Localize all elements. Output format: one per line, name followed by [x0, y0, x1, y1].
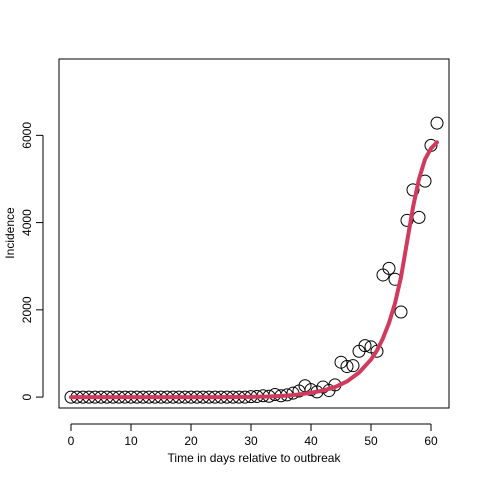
data-point: [382, 261, 396, 275]
x-tick-label: 0: [68, 434, 75, 448]
y-tick-label: 4000: [20, 209, 34, 236]
observed-points: [64, 116, 444, 404]
fitted-curve: [69, 140, 439, 400]
data-point: [412, 210, 426, 224]
y-tick-label: 0: [20, 393, 34, 400]
x-tick-label: 60: [424, 434, 438, 448]
x-axis: 0 10 20 30 40 50 60: [68, 423, 438, 448]
x-tick-label: 20: [184, 434, 198, 448]
plot-frame: [58, 58, 450, 409]
data-point: [394, 305, 408, 319]
data-point: [358, 339, 372, 353]
data-point: [340, 360, 354, 374]
x-axis-label: Time in days relative to outbreak: [168, 451, 342, 465]
y-axis: 0 2000 4000 6000: [20, 122, 44, 400]
data-point: [430, 116, 444, 130]
data-point: [406, 183, 420, 197]
data-point: [370, 344, 384, 358]
x-tick-label: 30: [244, 434, 258, 448]
data-point: [400, 213, 414, 227]
y-axis-label: Incidence: [3, 207, 17, 259]
x-tick-label: 40: [304, 434, 318, 448]
x-tick-label: 50: [364, 434, 378, 448]
y-tick-label: 6000: [20, 122, 34, 149]
x-tick-label: 10: [124, 434, 138, 448]
y-tick-label: 2000: [20, 296, 34, 323]
data-point: [346, 359, 360, 373]
series-layer: [64, 116, 444, 404]
